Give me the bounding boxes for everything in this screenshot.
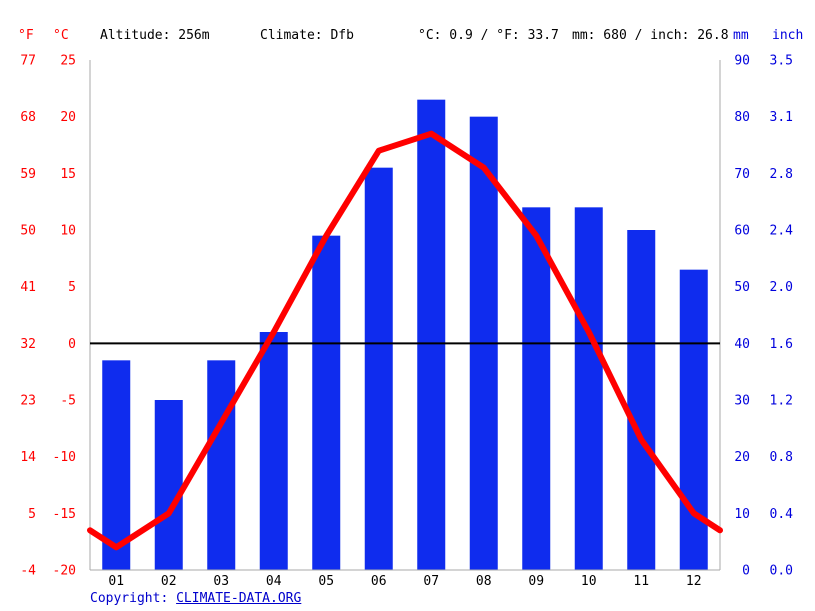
- month-label: 07: [423, 574, 439, 589]
- mm-tick-label: 0: [742, 564, 750, 579]
- month-label: 01: [108, 574, 124, 589]
- month-label: 10: [581, 574, 597, 589]
- inch-tick-label: 2.8: [770, 167, 793, 182]
- inch-tick-label: 3.1: [770, 110, 793, 125]
- inch-tick-label: 1.2: [770, 394, 793, 409]
- month-label: 05: [318, 574, 334, 589]
- fahrenheit-tick-label: 50: [20, 224, 36, 239]
- fahrenheit-tick-label: 68: [20, 110, 36, 125]
- celsius-tick-label: -20: [53, 564, 76, 579]
- climate-label: Climate: Dfb: [260, 28, 354, 43]
- celsius-tick-label: 20: [60, 110, 76, 125]
- celsius-tick-label: 10: [60, 224, 76, 239]
- precip-bar-02: [154, 400, 183, 570]
- celsius-tick-label: 0: [68, 337, 76, 352]
- celsius-tick-label: -15: [53, 507, 76, 522]
- precip-bar-01: [102, 360, 131, 570]
- precip-bar-06: [364, 167, 393, 570]
- fahrenheit-tick-label: 59: [20, 167, 36, 182]
- celsius-tick-label: 5: [68, 280, 76, 295]
- month-label: 06: [371, 574, 387, 589]
- mm-tick-label: 20: [734, 450, 750, 465]
- month-label: 11: [633, 574, 649, 589]
- fahrenheit-tick-label: -4: [20, 564, 36, 579]
- precip-bar-07: [417, 99, 446, 571]
- inch-tick-label: 2.4: [770, 224, 794, 239]
- altitude-label: Altitude: 256m: [100, 28, 210, 43]
- mm-tick-label: 80: [734, 110, 750, 125]
- celsius-tick-label: 15: [60, 167, 76, 182]
- month-label: 04: [266, 574, 282, 589]
- inch-tick-label: 3.5: [770, 54, 793, 69]
- mm-tick-label: 90: [734, 54, 750, 69]
- precip-bar-11: [627, 230, 656, 570]
- mm-unit-label: mm: [733, 28, 749, 43]
- fahrenheit-tick-label: 5: [28, 507, 36, 522]
- precip-bar-10: [574, 207, 603, 571]
- inch-unit-label: inch: [772, 28, 804, 43]
- month-label: 08: [476, 574, 492, 589]
- celsius-tick-label: -10: [53, 450, 76, 465]
- month-label: 02: [161, 574, 177, 589]
- copyright-link[interactable]: CLIMATE-DATA.ORG: [176, 591, 302, 606]
- precip-bar-09: [522, 207, 551, 571]
- celsius-tick-label: -5: [60, 394, 76, 409]
- inch-tick-label: 2.0: [770, 280, 793, 295]
- copyright: Copyright: CLIMATE-DATA.ORG: [90, 591, 301, 606]
- fahrenheit-tick-label: 23: [20, 394, 36, 409]
- month-label: 12: [686, 574, 702, 589]
- copyright-label: Copyright:: [90, 591, 177, 606]
- precipitation-summary: mm: 680 / inch: 26.8: [572, 28, 729, 43]
- mm-tick-label: 70: [734, 167, 750, 182]
- mm-tick-label: 10: [734, 507, 750, 522]
- celsius-unit-label: °C: [53, 28, 69, 43]
- mm-tick-label: 60: [734, 224, 750, 239]
- fahrenheit-tick-label: 32: [20, 337, 36, 352]
- fahrenheit-tick-label: 41: [20, 280, 36, 295]
- inch-tick-label: 1.6: [770, 337, 793, 352]
- fahrenheit-tick-label: 14: [20, 450, 36, 465]
- month-label: 09: [528, 574, 544, 589]
- precip-bar-04: [259, 332, 288, 570]
- inch-tick-label: 0.0: [770, 564, 793, 579]
- precip-bar-12: [679, 269, 708, 570]
- mm-tick-label: 40: [734, 337, 750, 352]
- fahrenheit-unit-label: °F: [18, 28, 34, 43]
- celsius-tick-label: 25: [60, 54, 76, 69]
- mm-tick-label: 30: [734, 394, 750, 409]
- month-label: 03: [213, 574, 229, 589]
- temperature-summary: °C: 0.9 / °F: 33.7: [418, 28, 559, 43]
- precip-bar-03: [207, 360, 236, 570]
- mm-tick-label: 50: [734, 280, 750, 295]
- fahrenheit-tick-label: 77: [20, 54, 36, 69]
- inch-tick-label: 0.4: [770, 507, 794, 522]
- temperature-line: [87, 130, 723, 551]
- inch-tick-label: 0.8: [770, 450, 793, 465]
- precip-bar-05: [312, 235, 341, 570]
